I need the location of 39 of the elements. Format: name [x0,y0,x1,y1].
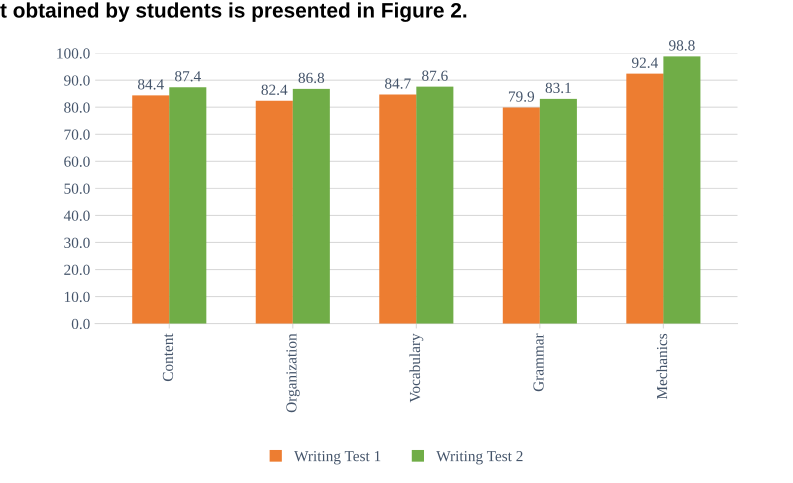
legend-label: Writing Test 1 [294,451,380,464]
y-tick-label: 80.0 [64,102,90,113]
bar [663,56,700,324]
x-tick-label: Mechanics [656,334,668,400]
bar [626,74,664,324]
bar [416,86,454,324]
bar [502,107,540,324]
data-label: 87.6 [422,70,448,81]
legend-label: Writing Test 2 [436,451,523,464]
y-tick-label: 70.0 [64,129,90,140]
data-label: 84.4 [138,79,164,90]
bar [540,98,577,324]
data-label: 98.8 [669,40,695,51]
y-tick-label: 30.0 [64,238,90,248]
bar [169,87,206,324]
data-label: 83.1 [546,82,571,94]
bar [256,100,293,324]
data-label: 82.4 [261,84,288,95]
bar [132,95,170,324]
y-tick-label: 10.0 [64,292,90,302]
x-tick-label: Organization [286,334,300,412]
x-tick-label: Grammar [533,333,544,392]
y-tick-label: 40.0 [64,210,90,221]
data-label: 86.8 [298,72,324,84]
data-label: 87.4 [175,71,201,82]
y-tick-label: 100.0 [57,48,90,59]
x-tick-label: Content [162,333,174,382]
data-label: 79.9 [508,91,534,102]
y-tick-label: 90.0 [64,75,90,86]
bar [292,88,330,324]
y-tick-label: 20.0 [64,264,90,276]
y-tick-label: 60.0 [64,156,90,167]
bar [379,94,416,324]
data-label: 92.4 [632,58,658,68]
x-tick-label: Vocabulary [409,333,424,402]
y-tick-label: 0.0 [72,318,90,330]
text: t obtained by students is presented in Figure 2. [0,2,466,22]
data-label: 84.7 [385,78,411,89]
y-tick-label: 50.0 [64,184,90,194]
